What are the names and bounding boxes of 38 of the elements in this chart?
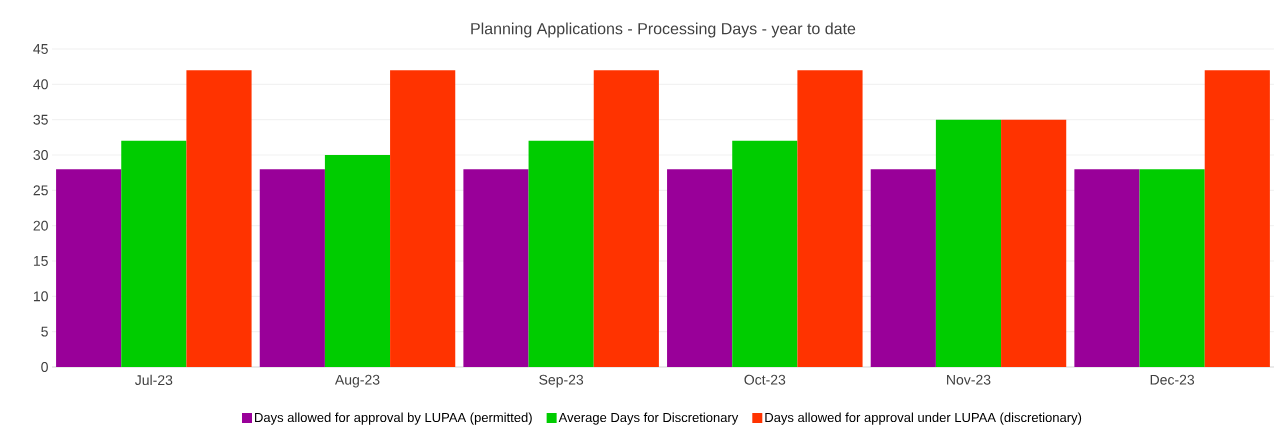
x-tick-label: Dec-23 xyxy=(1150,374,1195,385)
y-tick-label: 0 xyxy=(41,362,48,372)
bar xyxy=(324,155,391,367)
bar xyxy=(1139,169,1205,367)
bar xyxy=(528,140,594,367)
bar xyxy=(1204,70,1270,367)
bar xyxy=(390,70,456,367)
bar xyxy=(186,70,252,367)
bar xyxy=(732,140,798,367)
y-tick-label: 40 xyxy=(33,79,48,90)
bar xyxy=(870,169,936,367)
x-tick-label: Sep-23 xyxy=(539,374,584,388)
x-tick-label: Jul-23 xyxy=(134,374,173,386)
y-tick-label: 25 xyxy=(33,185,48,196)
legend-label: Days allowed for approval under LUPAA (discretionary) xyxy=(765,412,1082,425)
y-tick-label: 5 xyxy=(41,326,48,337)
x-tick-label: Aug-23 xyxy=(334,374,380,388)
x-tick-label: Oct-23 xyxy=(744,374,786,385)
y-tick-label: 35 xyxy=(33,114,48,125)
bar xyxy=(56,169,122,367)
bar xyxy=(667,169,733,367)
y-tick-label: 15 xyxy=(33,256,48,266)
legend-label: Days allowed for approval by LUPAA (permitted) xyxy=(255,412,532,425)
bar xyxy=(259,169,325,367)
bar xyxy=(935,119,1002,367)
bar xyxy=(797,70,863,367)
y-tick-label: 45 xyxy=(33,44,48,54)
legend-label: Average Days for Discretionary xyxy=(558,412,739,425)
y-tick-label: 10 xyxy=(33,291,48,302)
y-tick-label: 30 xyxy=(33,150,48,160)
bar xyxy=(1001,119,1067,367)
y-tick-label: 20 xyxy=(33,220,48,231)
bar xyxy=(463,169,529,367)
chart-title: Planning Applications - Processing Days - year to date xyxy=(471,22,856,38)
bar xyxy=(1074,169,1140,367)
bar xyxy=(593,70,659,367)
bar xyxy=(121,140,187,367)
x-tick-label: Nov-23 xyxy=(947,374,991,385)
